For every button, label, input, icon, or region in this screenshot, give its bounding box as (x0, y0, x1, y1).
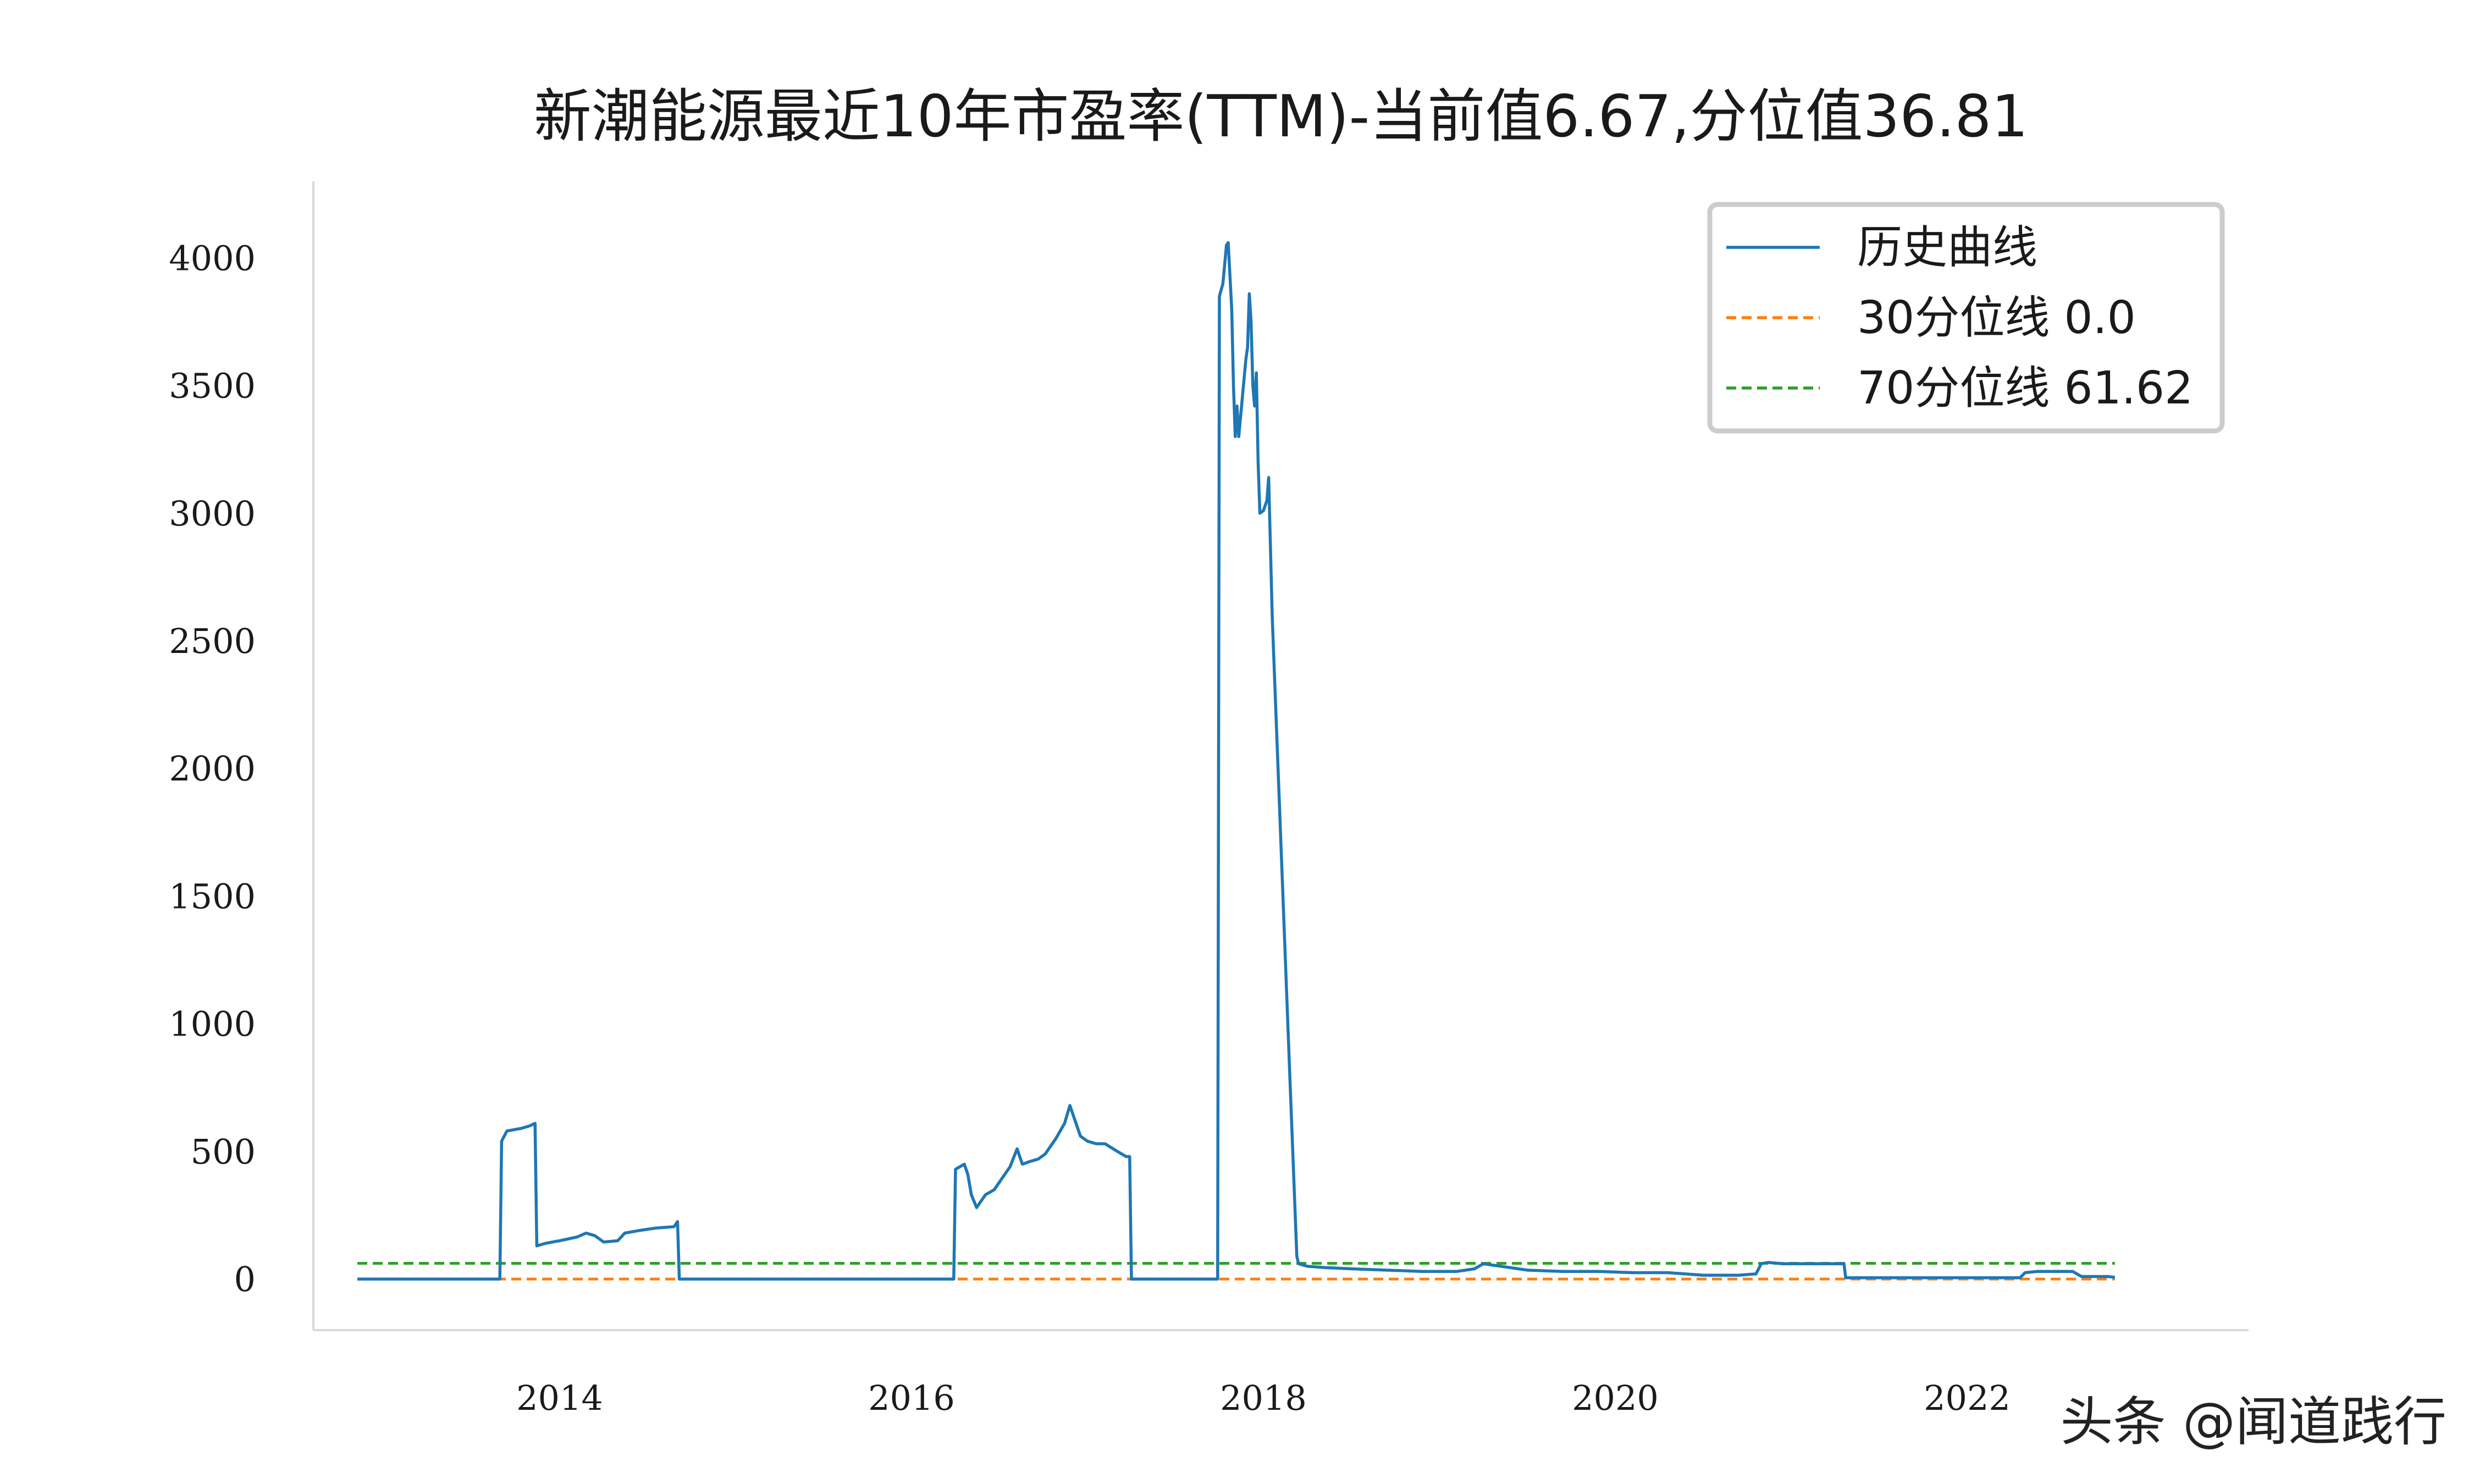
legend-label: 历史曲线 (1857, 222, 2037, 274)
legend-entry: 历史曲线 (1726, 222, 2037, 274)
legend-items: 历史曲线 30分位线 0.0 70分位线 61.62 (1726, 222, 2193, 414)
x-tick-label: 2014 (516, 1378, 603, 1418)
y-tick-label: 2500 (169, 621, 256, 661)
chart-title: 新潮能源最近10年市盈率(TTM)-当前值6.67,分位值36.81 (534, 83, 2028, 150)
chart-title-text: 新潮能源最近10年市盈率(TTM)-当前值6.67,分位值36.81 (534, 83, 2028, 150)
y-tick-labels: 0 500 1000 1500 2000 2500 3000 3500 4000 (169, 238, 256, 1299)
y-tick-label: 3500 (169, 366, 256, 406)
watermark: 头条 @闻道践行 (2060, 1391, 2447, 1453)
y-tick-label: 3000 (169, 494, 256, 534)
legend-box (1707, 202, 2225, 434)
y-tick-label: 4000 (169, 238, 256, 278)
plot-area (357, 241, 2116, 1281)
x-tick-labels: 2014 2016 2018 2020 2022 (516, 1378, 2011, 1418)
watermark-text: 头条 @闻道践行 (2060, 1391, 2447, 1453)
y-tick-label: 2000 (169, 749, 256, 789)
x-tick-label: 2016 (868, 1378, 955, 1418)
y-tick-label: 1000 (169, 1004, 256, 1044)
axes (312, 181, 2249, 1331)
y-tick-label: 500 (191, 1132, 256, 1172)
y-tick-label: 1500 (169, 876, 256, 916)
x-tick-label: 2022 (1924, 1378, 2011, 1418)
legend-entry: 70分位线 61.62 (1726, 362, 2193, 414)
x-tick-label: 2018 (1220, 1378, 1307, 1418)
y-tick-label: 0 (234, 1259, 256, 1299)
legend: 历史曲线 30分位线 0.0 70分位线 61.62 (1707, 202, 2225, 434)
legend-label: 30分位线 0.0 (1857, 292, 2136, 344)
series-line-history (357, 241, 2116, 1281)
legend-label: 70分位线 61.62 (1857, 362, 2193, 414)
legend-entry: 30分位线 0.0 (1726, 292, 2136, 344)
x-tick-label: 2020 (1572, 1378, 1659, 1418)
